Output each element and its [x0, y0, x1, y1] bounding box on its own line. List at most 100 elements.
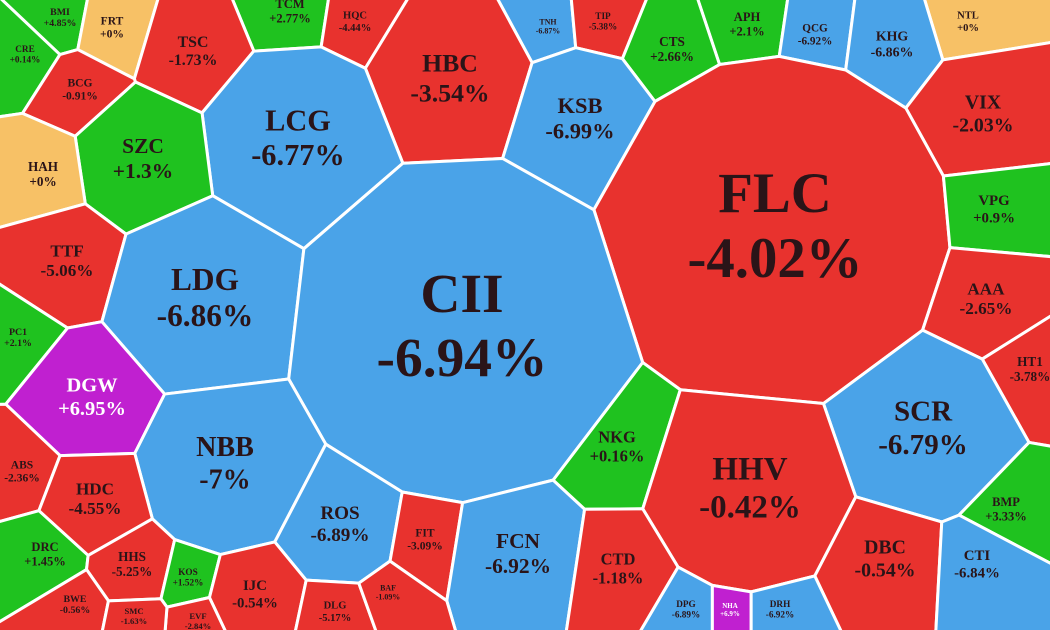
stock-ticker: FLC [718, 162, 832, 225]
stock-ticker: FIT [415, 527, 435, 539]
stock-cell [101, 597, 169, 630]
stock-change: +0% [957, 23, 979, 34]
stock-change: -6.87% [536, 27, 560, 36]
stock-ticker: ABS [11, 459, 33, 471]
stock-ticker: BCG [67, 77, 92, 89]
stock-change: +0.9% [973, 210, 1015, 226]
stock-ticker: EVF [189, 611, 206, 621]
stock-ticker: IJC [243, 578, 267, 594]
stock-change: -4.55% [69, 499, 122, 518]
stock-change: -1.73% [169, 52, 218, 69]
stock-change: -6.79% [878, 429, 968, 461]
stock-ticker: HAH [28, 159, 59, 174]
stock-change: -0.54% [855, 559, 916, 581]
stock-ticker: VIX [965, 92, 1002, 114]
stock-change: -5.38% [589, 22, 617, 32]
stock-ticker: LDG [171, 262, 239, 297]
stock-ticker: CTS [659, 34, 685, 49]
stock-change: -2.03% [953, 114, 1014, 136]
stock-ticker: HHV [712, 451, 787, 487]
stock-ticker: BWE [63, 594, 86, 605]
stock-change: -6.86% [157, 298, 254, 333]
stock-change: +2.1% [729, 24, 764, 38]
stock-change: +3.33% [985, 509, 1027, 523]
stock-ticker: DPG [676, 599, 696, 609]
stock-change: -0.54% [232, 595, 278, 611]
stock-change: -5.06% [41, 261, 94, 280]
stock-change: -6.92% [485, 554, 551, 578]
stock-change: +6.9% [720, 610, 740, 618]
stock-change: -4.44% [339, 23, 372, 34]
stock-change: +1.52% [173, 578, 204, 588]
stock-change: +1.45% [24, 554, 66, 568]
stock-ticker: PC1 [9, 327, 27, 338]
stock-ticker: FRT [101, 15, 124, 27]
stock-ticker: KOS [178, 567, 198, 577]
stock-change: -6.89% [311, 525, 370, 546]
stock-change: -3.09% [407, 541, 443, 553]
stock-ticker: QCG [802, 22, 828, 34]
stock-ticker: NHA [722, 602, 738, 610]
stock-cell [749, 574, 843, 630]
stock-ticker: NBB [196, 432, 254, 463]
stock-change: -4.02% [688, 227, 863, 290]
stock-ticker: CII [420, 263, 503, 324]
stock-cell [357, 559, 457, 630]
stock-ticker: AAA [967, 279, 1005, 298]
stock-change: +0.14% [10, 55, 41, 65]
stock-ticker: TIP [595, 11, 611, 21]
stock-change: +2.66% [650, 49, 694, 64]
stock-change: -6.86% [871, 45, 914, 60]
stock-ticker: DRC [31, 540, 58, 554]
stock-ticker: NKG [598, 428, 636, 447]
stock-change: +2.77% [269, 11, 311, 25]
stock-change: -0.56% [60, 605, 90, 616]
stock-change: +0% [100, 29, 124, 41]
stock-ticker: APH [734, 10, 761, 24]
stock-ticker: TCM [275, 0, 304, 11]
stock-change: -6.89% [672, 610, 700, 620]
stock-ticker: TTF [50, 241, 83, 260]
stock-ticker: HT1 [1017, 354, 1043, 369]
stock-ticker: SMC [124, 606, 143, 616]
stock-change: -2.84% [185, 621, 211, 630]
stock-ticker: CRE [15, 44, 35, 54]
stock-ticker: DRH [770, 599, 791, 609]
stock-change: -6.94% [377, 327, 548, 388]
stock-ticker: HDC [76, 479, 114, 498]
stock-change: -6.77% [251, 138, 345, 172]
stock-change: -1.09% [376, 593, 400, 602]
stock-ticker: DGW [66, 374, 118, 396]
stock-ticker: BAF [380, 583, 396, 592]
stock-change: -1.18% [593, 569, 644, 588]
stock-ticker: DLG [324, 601, 347, 612]
stock-ticker: KHG [876, 29, 909, 44]
stock-ticker: KSB [558, 93, 603, 118]
stock-ticker: HQC [343, 11, 367, 22]
stock-change: -6.92% [766, 610, 794, 620]
stock-ticker: CTD [601, 550, 636, 569]
stock-ticker: CTI [964, 548, 991, 564]
stock-ticker: SZC [122, 134, 164, 158]
stock-change: -7% [199, 464, 250, 495]
stock-change: -1.63% [121, 616, 147, 626]
stock-change: -2.65% [960, 299, 1013, 318]
stock-ticker: LCG [265, 103, 331, 137]
stock-change: -0.42% [699, 489, 801, 525]
stock-change: +1.3% [113, 159, 173, 183]
stock-ticker: HHS [118, 549, 146, 564]
stock-ticker: BMP [992, 495, 1020, 509]
stock-change: -3.54% [410, 78, 489, 107]
stock-change: +6.95% [58, 398, 126, 420]
stock-change: -2.36% [4, 473, 40, 485]
stock-change: -6.92% [798, 35, 833, 47]
stock-change: -0.91% [62, 91, 98, 103]
stock-change: -5.25% [112, 564, 153, 579]
stock-ticker: VPG [978, 193, 1010, 209]
stock-ticker: TNH [539, 17, 557, 26]
stock-change: +2.1% [4, 338, 32, 349]
stock-change: +0% [29, 174, 56, 189]
stock-ticker: BMI [50, 7, 70, 18]
stock-ticker: DBC [864, 537, 906, 559]
stock-change: -6.84% [954, 565, 1000, 581]
